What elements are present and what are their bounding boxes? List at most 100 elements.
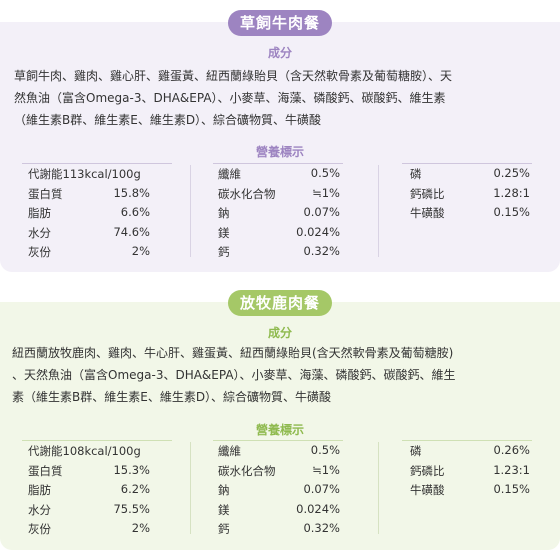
nutrient-value: 2% [131, 521, 150, 535]
nutrient-label: 鈣磷比 [410, 186, 445, 201]
nutrient-value: 0.07% [303, 482, 340, 496]
nutrient-value: 2% [131, 244, 150, 258]
nutrient-label: 磷 [410, 444, 422, 458]
nutrient-value: 6.2% [120, 482, 150, 496]
nutrient-label: 鈣 [218, 245, 230, 259]
nutrition-row: 水分 74.6% [28, 225, 150, 245]
nutrition-row: 代謝能113kcal/100g [28, 166, 150, 186]
nutrition-row: 鈣 0.32% [218, 244, 340, 264]
nutrient-value: 15.3% [113, 462, 150, 477]
nutrient-label: 鎂 [218, 502, 230, 517]
nutrient-label: 代謝能113kcal/100g [28, 167, 141, 181]
nutrient-value: 0.07% [303, 205, 340, 219]
product-title: 草飼牛肉餐 [227, 10, 333, 36]
divider [190, 442, 191, 534]
divider [22, 440, 172, 441]
nutrition-row: 碳水化合物 ≒1% [218, 186, 340, 206]
divider [213, 440, 343, 441]
divider [402, 163, 532, 164]
nutrient-value: 0.5% [310, 443, 340, 457]
nutrient-value: 0.15% [493, 482, 530, 496]
nutrient-label: 牛磺酸 [410, 206, 445, 220]
nutrient-label: 鈣 [218, 522, 230, 536]
nutrition-row: 磷 0.26% [410, 443, 530, 463]
product-panel-beef [0, 22, 560, 272]
nutrition-row: 代謝能108kcal/100g [28, 443, 150, 463]
nutrition-row: 鎂 0.024% [218, 225, 340, 245]
divider [190, 165, 191, 257]
divider [22, 163, 172, 164]
nutrient-value: 6.6% [120, 205, 150, 219]
nutrient-label: 碳水化合物 [218, 186, 276, 201]
nutrition-row: 鈣 0.32% [218, 521, 340, 541]
nutrient-value: 0.32% [303, 244, 340, 258]
nutrition-row: 磷 0.25% [410, 166, 530, 186]
nutrient-label: 鎂 [218, 225, 230, 240]
ingredients-text: 紐西蘭放牧鹿肉、雞肉、牛心肝、雞蛋黃、紐西蘭綠貽貝(含天然軟骨素及葡萄糖胺) 、… [12, 342, 456, 408]
nutrient-label: 磷 [410, 167, 422, 181]
nutrient-value: 0.25% [493, 166, 530, 180]
nutrition-row: 鈣磷比 1.23:1 [410, 463, 530, 483]
nutrient-label: 蛋白質 [28, 463, 63, 478]
nutrition-row: 蛋白質 15.3% [28, 463, 150, 483]
nutrient-value: 0.024% [296, 224, 340, 239]
nutrient-label: 脂肪 [28, 206, 51, 220]
nutrition-row: 脂肪 6.6% [28, 205, 150, 225]
nutrition-table: 代謝能108kcal/100g 蛋白質 15.3% 脂肪 6.2% 水分 75.5% 灰份 2%… [0, 440, 560, 540]
ingredients-line: 草飼牛肉、雞肉、雞心肝、雞蛋黃、紐西蘭綠貽貝（含天然軟骨素及葡萄糖胺）、天 [14, 69, 453, 83]
nutrient-label: 水分 [28, 225, 51, 240]
nutrition-row: 水分 75.5% [28, 502, 150, 522]
nutrition-heading: 營養標示 [255, 423, 304, 437]
nutrition-row: 鈣磷比 1.28:1 [410, 186, 530, 206]
nutrient-label: 灰份 [28, 522, 51, 536]
nutrient-value: 1.28:1 [493, 185, 530, 200]
nutrition-row: 脂肪 6.2% [28, 482, 150, 502]
divider [213, 163, 343, 164]
nutrient-value: 0.5% [310, 166, 340, 180]
nutrient-value: 75.5% [113, 501, 150, 516]
nutrient-value: 0.024% [296, 501, 340, 516]
nutrient-label: 碳水化合物 [218, 463, 276, 478]
ingredients-line: 紐西蘭放牧鹿肉、雞肉、牛心肝、雞蛋黃、紐西蘭綠貽貝(含天然軟骨素及葡萄糖胺) [12, 346, 454, 360]
nutrient-value: 0.15% [493, 205, 530, 219]
nutrient-value: 74.6% [113, 224, 150, 239]
nutrition-row: 纖維 0.5% [218, 443, 340, 463]
nutrient-label: 灰份 [28, 245, 51, 259]
nutrition-row: 灰份 2% [28, 244, 150, 264]
nutrient-label: 鈉 [218, 483, 230, 497]
nutrient-label: 水分 [28, 502, 51, 517]
nutrition-row: 牛磺酸 0.15% [410, 482, 530, 502]
divider [378, 165, 379, 257]
divider [378, 442, 379, 534]
nutrient-label: 牛磺酸 [410, 483, 445, 497]
nutrient-label: 纖維 [218, 444, 241, 458]
nutrient-label: 鈉 [218, 206, 230, 220]
nutrition-row: 鈉 0.07% [218, 205, 340, 225]
nutrient-value: 0.26% [493, 443, 530, 457]
ingredients-text: 草飼牛肉、雞肉、雞心肝、雞蛋黃、紐西蘭綠貽貝（含天然軟骨素及葡萄糖胺）、天 然魚… [14, 65, 452, 131]
nutrition-row: 灰份 2% [28, 521, 150, 541]
ingredients-line: 、天然魚油（富含Omega-3、DHA&EPA）、小麥草、海藻、磷酸鈣、碳酸鈣、… [12, 368, 456, 382]
ingredients-heading: 成分 [267, 326, 292, 340]
nutrient-label: 鈣磷比 [410, 463, 445, 478]
ingredients-line: 素（維生素B群、維生素E、維生素D）、綜合礦物質、牛磺酸 [12, 390, 332, 404]
product-title: 放牧鹿肉餐 [227, 290, 333, 316]
nutrition-row: 纖維 0.5% [218, 166, 340, 186]
nutrient-value: ≒1% [312, 462, 340, 477]
nutrition-table: 代謝能113kcal/100g 蛋白質 15.8% 脂肪 6.6% 水分 74.6% 灰份 2%… [0, 163, 560, 263]
nutrient-value: 1.23:1 [493, 462, 530, 477]
nutrition-heading: 營養標示 [255, 145, 304, 159]
nutrient-label: 脂肪 [28, 483, 51, 497]
ingredients-line: （維生素B群、維生素E、維生素D）、綜合礦物質、牛磺酸 [14, 113, 322, 127]
product-panel-venison [0, 302, 560, 550]
nutrition-row: 鎂 0.024% [218, 502, 340, 522]
nutrient-label: 蛋白質 [28, 186, 63, 201]
divider [402, 440, 532, 441]
ingredients-heading: 成分 [267, 46, 292, 60]
nutrient-label: 纖維 [218, 167, 241, 181]
nutrient-value: 0.32% [303, 521, 340, 535]
ingredients-line: 然魚油（富含Omega-3、DHA&EPA）、小麥草、海藻、磷酸鈣、碳酸鈣、維生… [14, 91, 446, 105]
nutrient-value: ≒1% [312, 185, 340, 200]
nutrient-label: 代謝能108kcal/100g [28, 444, 141, 458]
nutrition-row: 牛磺酸 0.15% [410, 205, 530, 225]
